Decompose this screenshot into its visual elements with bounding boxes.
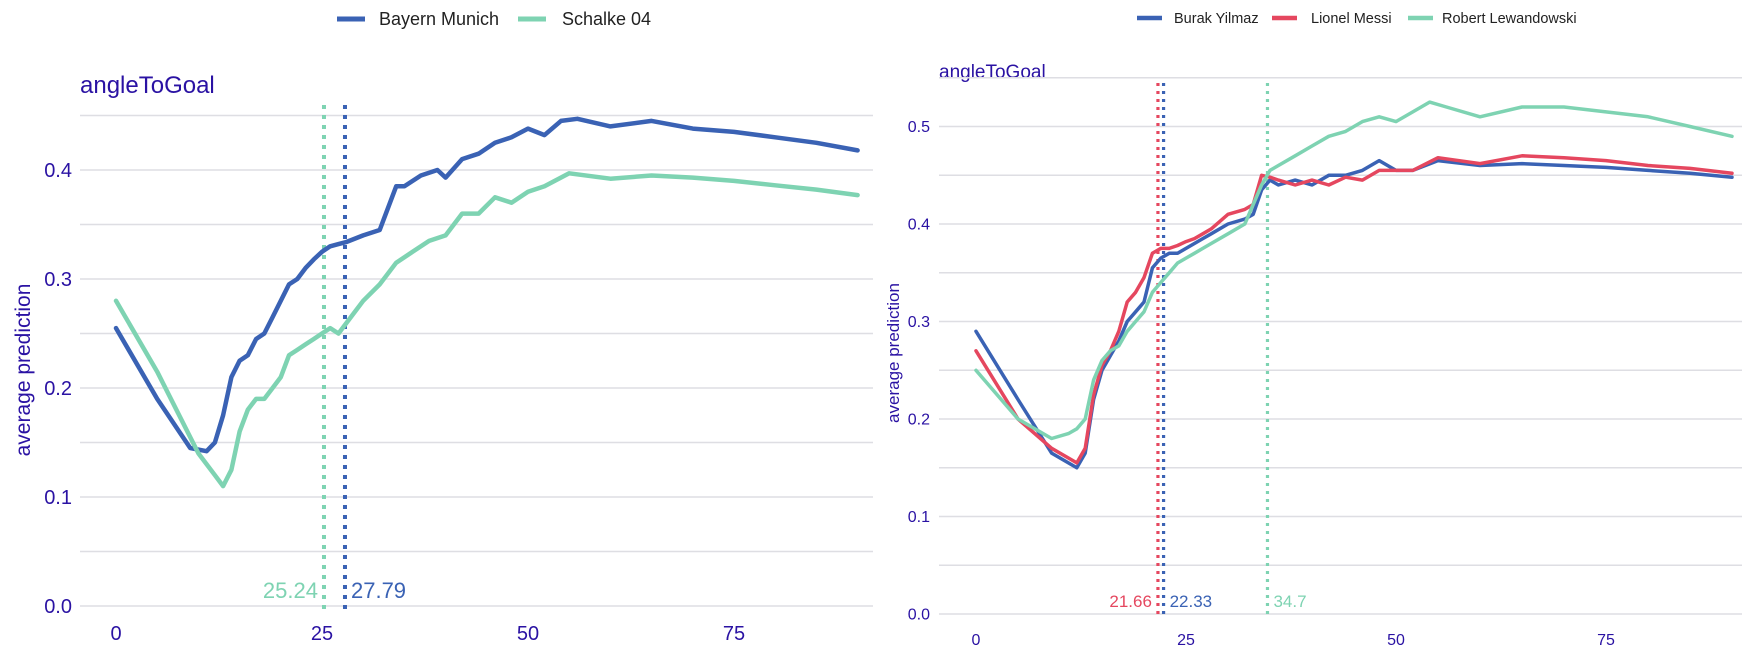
right-y-ticks: 0.0 0.1 0.2 0.3 0.4 0.5	[908, 119, 930, 623]
left-y-tick-label: 0.3	[44, 269, 72, 291]
right-y-tick-label: 0.5	[908, 119, 930, 136]
right-x-tick-label: 0	[972, 632, 981, 649]
left-series-line-0	[113, 116, 860, 454]
left-vlines: 25.24 27.79	[263, 105, 406, 614]
right-series	[974, 100, 1734, 470]
left-x-tick-label: 75	[723, 623, 745, 645]
right-y-tick-label: 0.1	[908, 509, 930, 526]
right-y-tick-label: 0.2	[908, 412, 930, 429]
right-y-axis-label: average prediction	[884, 283, 903, 423]
left-y-axis-label: average prediction	[12, 284, 35, 457]
right-vlines: 21.66 22.33 34.7	[1109, 83, 1307, 614]
left-x-ticks: 0 25 50 75	[110, 623, 745, 645]
right-grid	[939, 76, 1742, 615]
right-y-tick-label: 0.3	[908, 314, 930, 331]
right-chart-title: angleToGoal	[939, 62, 1046, 83]
left-x-tick-label: 25	[311, 623, 333, 645]
left-y-tick-label: 0.1	[44, 487, 72, 509]
left-x-tick-label: 50	[517, 623, 539, 645]
right-vline-label: 34.7	[1273, 592, 1306, 611]
right-y-tick-label: 0.0	[908, 607, 930, 624]
left-legend: Bayern Munich Schalke 04	[337, 9, 651, 29]
right-y-tick-label: 0.4	[908, 217, 930, 234]
left-vline-label: 25.24	[263, 578, 318, 603]
left-x-tick-label: 0	[110, 623, 121, 645]
right-x-ticks: 0 25 50 75	[972, 632, 1615, 649]
legend-label-schalke: Schalke 04	[562, 9, 651, 29]
left-y-tick-label: 0.2	[44, 378, 72, 400]
right-series-line-2	[974, 100, 1734, 441]
left-series	[113, 116, 860, 489]
left-vline-label: 27.79	[351, 578, 406, 603]
legend-label-lewandowski: Robert Lewandowski	[1442, 11, 1577, 27]
left-y-ticks: 0.0 0.1 0.2 0.3 0.4	[44, 160, 72, 618]
left-chart-title: angleToGoal	[80, 72, 215, 99]
right-x-tick-label: 75	[1597, 632, 1615, 649]
legend-label-bayern: Bayern Munich	[379, 9, 499, 29]
right-vline-label: 21.66	[1109, 592, 1152, 611]
right-legend: Burak Yilmaz Lionel Messi Robert Lewando…	[1137, 11, 1577, 27]
right-series-line-1	[974, 154, 1734, 465]
left-grid	[80, 114, 873, 607]
right-x-tick-label: 50	[1387, 632, 1405, 649]
right-vline-label: 22.33	[1170, 592, 1213, 611]
right-x-tick-label: 25	[1177, 632, 1195, 649]
legend-label-burak: Burak Yilmaz	[1174, 11, 1259, 27]
left-y-tick-label: 0.4	[44, 160, 72, 182]
left-series-line-1	[113, 171, 860, 489]
left-y-tick-label: 0.0	[44, 596, 72, 618]
legend-label-messi: Lionel Messi	[1311, 11, 1392, 27]
